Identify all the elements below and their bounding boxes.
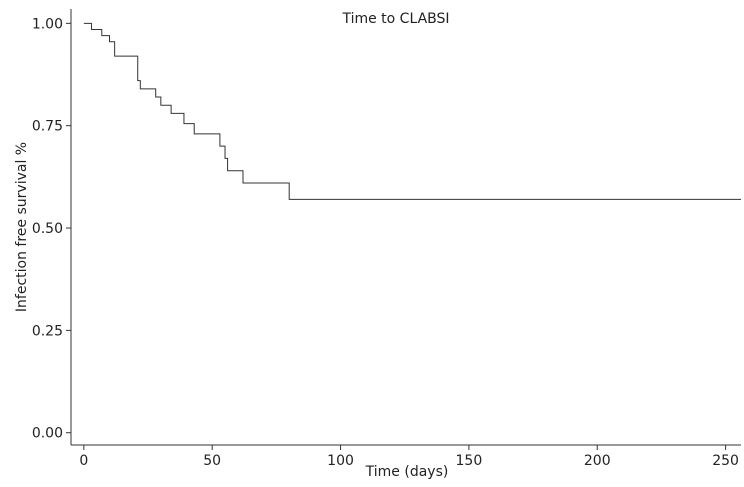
x-tick-label: 250	[712, 453, 739, 469]
y-tick-label: 0.00	[32, 426, 63, 442]
y-tick-label: 1.00	[32, 16, 63, 32]
ticks: 0.00 0.25 0.50 0.75 1.00 0 50 100 150 200 250	[32, 16, 739, 469]
x-tick-label: 100	[327, 453, 354, 469]
x-axis-label: Time (days)	[365, 464, 449, 480]
x-tick-label: 150	[456, 453, 483, 469]
x-tick-label: 200	[584, 453, 611, 469]
y-tick-label: 0.25	[32, 323, 63, 339]
axes	[70, 9, 741, 446]
x-tick-label: 50	[203, 453, 221, 469]
y-tick-label: 0.50	[32, 221, 63, 237]
y-axis-label: Infection free survival %	[14, 142, 30, 312]
series	[83, 22, 741, 200]
y-tick-label: 0.75	[32, 119, 63, 135]
x-tick-label: 0	[79, 453, 88, 469]
survival-curve-0	[83, 22, 741, 200]
chart-title: Time to CLABSI	[341, 11, 449, 27]
